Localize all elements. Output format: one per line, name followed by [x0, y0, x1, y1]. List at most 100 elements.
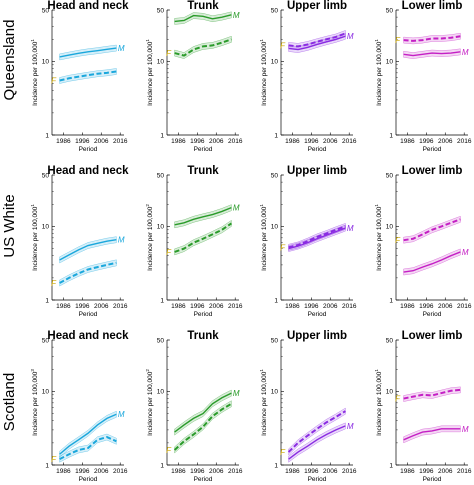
series-label: F: [166, 49, 172, 58]
series-line-dashed: [288, 32, 346, 48]
series-band: [403, 386, 461, 402]
y-axis-label-text: Incidence per 100,000: [32, 371, 39, 436]
x-tick-label: 1986: [56, 468, 71, 475]
y-tick-label: 50: [42, 337, 50, 344]
x-axis-label: Period: [308, 311, 327, 318]
chart-panel: Trunk 1 10 50 1986 1996 2006 2016 Period Incidenc…: [145, 165, 243, 318]
x-tick-label: 1996: [304, 468, 319, 475]
x-tick-label: 2006: [94, 303, 109, 310]
series-label: M: [118, 236, 125, 245]
x-tick-label: 2016: [113, 138, 128, 145]
y-axis-label-text: Incidence per 100,000: [376, 371, 383, 436]
series-line: [403, 51, 461, 57]
y-tick-label: 50: [386, 7, 394, 14]
x-axis-label: Period: [194, 146, 213, 153]
y-tick-label: 10: [386, 224, 394, 231]
y-tick-label: 50: [157, 172, 165, 179]
series-label: F: [280, 243, 286, 252]
y-tick-label: 10: [271, 224, 279, 231]
panel-title: Upper limb: [287, 0, 347, 12]
series-label: M: [462, 425, 469, 434]
series-label: M: [462, 248, 469, 257]
y-axis-label: Incidence per 100,0001: [30, 39, 39, 106]
x-tick-label: 1986: [400, 303, 415, 310]
panel-title: Lower limb: [402, 0, 463, 12]
series-label: M: [347, 224, 354, 233]
series-band: [403, 32, 461, 45]
series-label: M: [233, 389, 240, 398]
series-line: [174, 14, 232, 23]
x-tick-label: 2016: [457, 138, 472, 145]
y-axis-label-superscript: 1: [145, 39, 150, 42]
y-tick-label: 10: [42, 224, 50, 231]
x-tick-label: 2006: [438, 138, 453, 145]
x-tick-label: 2006: [438, 468, 453, 475]
series-line-dashed: [174, 222, 232, 253]
y-axis-label-superscript: 1: [374, 39, 379, 42]
series-line-dashed: [173, 402, 232, 451]
y-tick-label: 50: [42, 7, 50, 14]
y-tick-label: 50: [386, 337, 394, 344]
x-axis-label: Period: [194, 476, 213, 483]
series-line: [59, 239, 117, 261]
y-axis-label: Incidence per 100,0003: [30, 369, 39, 436]
y-axis-label: Incidence per 100,0001: [374, 369, 383, 436]
y-tick-label: 50: [271, 337, 279, 344]
row-label: US White: [1, 194, 18, 257]
series-band: [59, 236, 117, 264]
y-tick-label: 1: [274, 462, 278, 469]
y-axis-label-superscript: 1: [374, 369, 379, 372]
y-tick-label: 1: [389, 132, 393, 139]
x-tick-label: 2016: [342, 138, 357, 145]
row-label: Queensland: [1, 20, 18, 101]
panel-title: Upper limb: [287, 165, 347, 177]
chart-panel: Lower limb 1 10 50 1986 1996 2006 2016 Period Inc…: [374, 330, 472, 483]
series-label: M: [233, 204, 240, 213]
x-tick-label: 2006: [323, 468, 338, 475]
x-tick-label: 1996: [190, 303, 205, 310]
y-axis-label: Incidence per 100,0001: [259, 369, 268, 436]
y-tick-label: 50: [386, 172, 394, 179]
x-tick-label: 1996: [75, 138, 90, 145]
series-line: [403, 428, 461, 441]
panel-title: Lower limb: [402, 330, 463, 342]
series-label: M: [118, 44, 125, 53]
x-axis-label: Period: [79, 146, 98, 153]
x-tick-label: 2016: [457, 303, 472, 310]
y-tick-label: 1: [389, 462, 393, 469]
y-tick-label: 10: [42, 59, 50, 66]
y-axis-label-superscript: 1: [30, 204, 35, 207]
x-axis-label: Period: [194, 311, 213, 318]
y-tick-label: 10: [42, 389, 50, 396]
y-tick-label: 50: [157, 337, 165, 344]
x-tick-label: 1996: [75, 303, 90, 310]
chart-panel: Upper limb 1 10 50 1986 1996 2006 2016 Period Inc…: [259, 0, 357, 153]
series-label: F: [51, 279, 57, 288]
chart-panel: Lower limb 1 10 50 1986 1996 2006 2016 Period Inc…: [374, 0, 472, 153]
y-axis-label-superscript: 3: [30, 369, 35, 372]
y-tick-label: 1: [274, 132, 278, 139]
y-tick-label: 50: [271, 172, 279, 179]
y-axis-label-superscript: 1: [30, 39, 35, 42]
y-tick-label: 50: [157, 7, 165, 14]
series-label: F: [51, 455, 57, 464]
y-tick-label: 10: [386, 389, 394, 396]
y-tick-label: 1: [45, 462, 49, 469]
series-label: M: [462, 48, 469, 57]
series-line-dashed: [403, 35, 461, 42]
series-band: [288, 30, 346, 50]
series-label: F: [280, 41, 286, 50]
panel-title: Head and neck: [47, 0, 129, 12]
x-tick-label: 1996: [419, 138, 434, 145]
series-label: M: [118, 410, 125, 419]
chart-panel: Head and neck 1 10 50 1986 1996 2006 2016 Period…: [30, 165, 129, 318]
x-tick-label: 2016: [228, 468, 243, 475]
y-axis-label-text: Incidence per 100,000: [147, 371, 154, 436]
y-tick-label: 10: [271, 389, 279, 396]
series-label: M: [233, 11, 240, 20]
x-tick-label: 2006: [209, 303, 224, 310]
y-axis-label-text: Incidence per 100,000: [261, 41, 268, 106]
series-band: [59, 410, 117, 458]
series-label: F: [280, 448, 286, 457]
